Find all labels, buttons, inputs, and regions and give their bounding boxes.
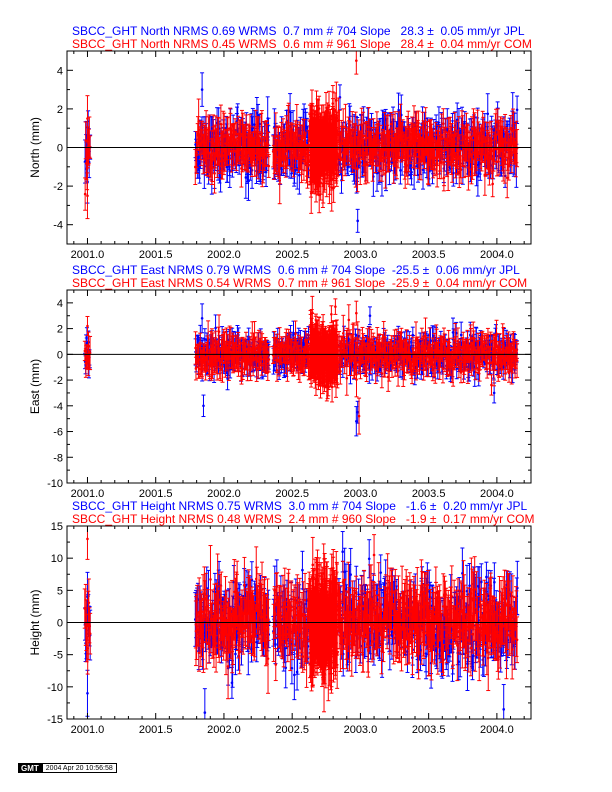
data-point: [446, 171, 450, 175]
data-point: [367, 125, 370, 129]
data-point: [244, 176, 248, 179]
data-point: [298, 173, 301, 177]
outlier-point: [356, 219, 359, 223]
data-point: [233, 130, 237, 134]
data-point: [469, 147, 473, 151]
data-point: [207, 126, 211, 129]
data-point: [455, 118, 459, 122]
data-point: [297, 134, 301, 137]
data-point: [274, 135, 278, 138]
data-point: [389, 122, 393, 126]
data-point: [461, 144, 464, 147]
data-point: [421, 168, 425, 172]
data-point: [412, 124, 416, 127]
data-point: [461, 126, 465, 130]
data-point: [350, 128, 354, 132]
north-data: [83, 50, 520, 233]
data-point: [266, 143, 270, 146]
data-point: [228, 149, 231, 153]
data-point: [366, 163, 370, 167]
data-point: [486, 112, 490, 116]
data-point: [213, 172, 216, 175]
data-point: [391, 130, 394, 133]
data-point: [317, 107, 321, 110]
data-point: [444, 137, 448, 141]
data-point: [252, 123, 256, 126]
data-point: [296, 142, 300, 145]
data-point: [260, 131, 264, 135]
data-point: [468, 155, 471, 159]
data-point: [207, 151, 211, 155]
data-point: [438, 151, 442, 155]
data-point: [383, 130, 386, 133]
data-point: [434, 133, 437, 137]
data-point: [267, 164, 271, 168]
data-point: [454, 132, 458, 135]
data-point: [83, 192, 87, 196]
data-point: [405, 136, 409, 140]
data-point: [457, 170, 461, 174]
data-point: [505, 176, 509, 180]
data-point: [295, 125, 299, 129]
data-point: [384, 171, 387, 175]
data-point: [457, 136, 460, 140]
data-point: [472, 120, 475, 124]
data-point: [221, 154, 224, 157]
data-point: [494, 128, 498, 131]
data-point: [440, 133, 444, 137]
data-point: [259, 157, 262, 160]
data-point: [195, 151, 198, 154]
data-point: [225, 140, 229, 143]
series-com: [83, 50, 520, 220]
data-point: [287, 124, 291, 128]
data-point: [363, 134, 367, 138]
data-point: [510, 153, 514, 157]
data-point: [341, 125, 345, 129]
data-point: [502, 152, 505, 156]
data-point: [515, 108, 519, 112]
data-point: [482, 140, 486, 143]
north-panel: 2001.0 2001.5 2002.0 2002.5 2003.0 2003.5 2004…: [28, 50, 532, 261]
data-point: [264, 170, 268, 174]
data-point: [491, 182, 494, 186]
data-point: [410, 170, 413, 174]
data-point: [443, 141, 446, 145]
data-point: [275, 161, 279, 165]
data-point: [222, 135, 226, 138]
outlier-point: [200, 88, 204, 91]
data-point: [504, 141, 508, 144]
data-point: [442, 160, 446, 164]
data-point: [261, 163, 265, 166]
data-point: [440, 149, 444, 153]
data-point: [453, 134, 456, 138]
data-point: [424, 128, 427, 131]
data-point: [356, 167, 359, 171]
data-point: [407, 154, 410, 158]
data-point: [488, 169, 491, 173]
data-point: [361, 134, 365, 138]
data-point: [388, 148, 392, 152]
data-point: [377, 131, 380, 135]
data-point: [226, 127, 230, 130]
data-point: [450, 134, 453, 137]
data-point: [373, 157, 377, 160]
data-point: [212, 142, 215, 145]
data-point: [340, 141, 344, 145]
data-point: [218, 159, 222, 163]
data-point: [442, 122, 445, 125]
data-point: [454, 163, 457, 167]
data-point: [459, 168, 463, 171]
data-point: [399, 169, 402, 172]
data-point: [365, 136, 369, 140]
data-point: [496, 120, 500, 123]
data-point: [244, 135, 248, 139]
data-point: [327, 104, 331, 107]
data-point: [462, 164, 466, 168]
data-point: [354, 128, 357, 132]
data-point: [358, 160, 362, 164]
data-point: [258, 141, 262, 145]
data-point: [341, 168, 344, 172]
